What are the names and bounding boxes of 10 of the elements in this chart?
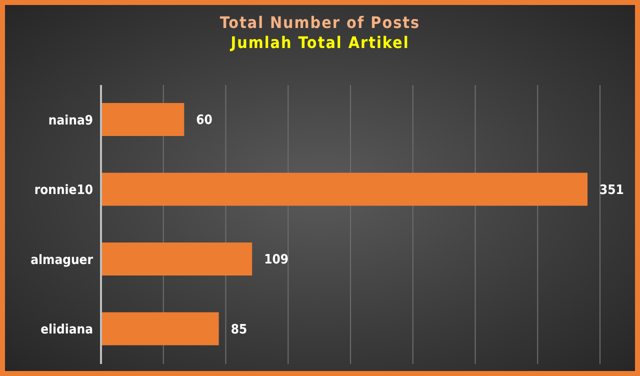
y-tick-label: elidiana <box>40 322 93 338</box>
chart-title: Total Number of Posts <box>218 13 422 32</box>
y-tick-label: almaguer <box>30 252 94 268</box>
y-tick-label: ronnie10 <box>34 183 93 198</box>
y-tick-label: naina9 <box>48 113 93 128</box>
data-label: 60 <box>196 113 212 128</box>
data-label: 109 <box>264 252 289 268</box>
data-label: 351 <box>600 182 624 198</box>
chart-subtitle: Jumlah Total Artikel <box>229 33 410 52</box>
data-label: 85 <box>230 322 248 338</box>
